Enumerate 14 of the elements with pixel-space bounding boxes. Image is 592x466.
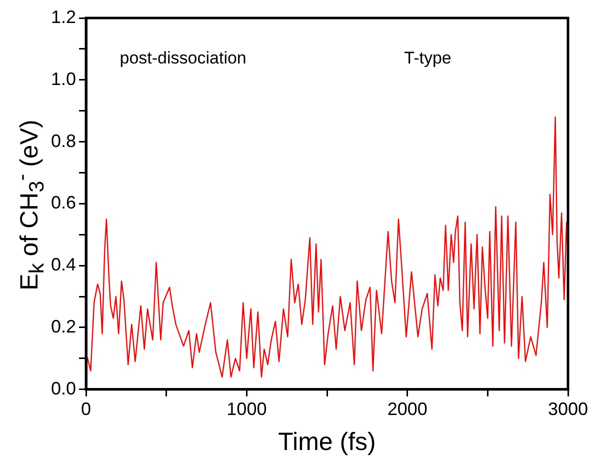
x-tick-label: 3000	[548, 399, 588, 420]
annotation: post-dissociation	[120, 48, 246, 68]
y-tick-label: 0.6	[50, 192, 76, 213]
y-tick-label: 0.2	[50, 316, 76, 336]
x-tick-label: 1000	[226, 399, 267, 420]
annotation: T-type	[404, 48, 452, 68]
y-tick-label: 1.2	[50, 6, 76, 27]
x-axis-title: Time (fs)	[278, 428, 376, 456]
x-tick-label: 2000	[387, 399, 428, 420]
y-tick-label: 0.0	[50, 378, 76, 398]
y-tick-label: 0.4	[50, 254, 76, 275]
y-tick-label: 1.0	[50, 68, 76, 89]
x-tick-label: 0	[81, 399, 92, 420]
y-tick-label: 0.8	[50, 130, 76, 151]
